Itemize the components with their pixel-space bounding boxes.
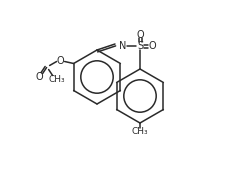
- Text: CH₃: CH₃: [48, 75, 65, 84]
- Text: O: O: [36, 72, 43, 83]
- Text: S: S: [137, 41, 143, 51]
- Text: O: O: [57, 55, 64, 66]
- Text: N: N: [119, 41, 127, 51]
- Text: O: O: [136, 30, 144, 40]
- Text: CH₃: CH₃: [132, 127, 148, 136]
- Text: O: O: [148, 41, 156, 51]
